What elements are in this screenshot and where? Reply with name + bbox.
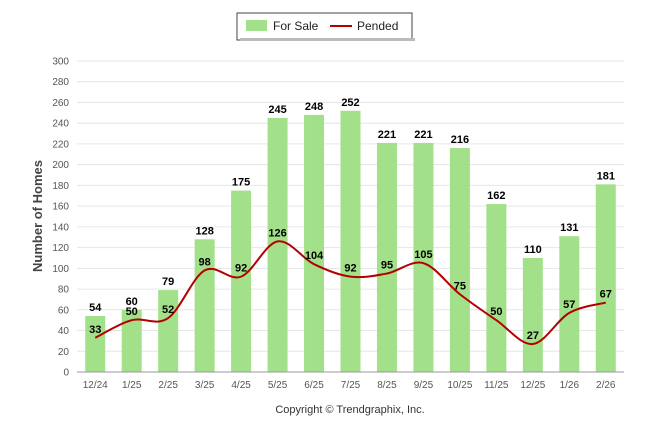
- pended-line: [94, 240, 607, 346]
- y-tick-label: 40: [58, 326, 70, 337]
- y-tick-labels: 0 20 40 60 80 100 120 140 160 180 200 220 240 260 280 3…: [52, 57, 69, 379]
- legend-shadow: [240, 38, 415, 41]
- for-sale-bar-value: 110: [524, 244, 542, 256]
- pended-line-labels: 33 50 52 98 92 126 104 92 95 105 75 50 27 57 67: [89, 227, 612, 342]
- pended-point-value: 67: [600, 289, 612, 301]
- pended-point-value: 27: [527, 330, 539, 342]
- for-sale-bar-value: 128: [195, 225, 213, 237]
- for-sale-bar: [559, 236, 580, 372]
- y-tick-label: 0: [63, 368, 69, 379]
- for-sale-bar: [413, 142, 434, 372]
- for-sale-bar-value: 162: [487, 190, 505, 202]
- x-tick-label: 10/25: [447, 380, 472, 391]
- pended-point-value: 33: [89, 324, 101, 336]
- y-tick-label: 60: [58, 305, 70, 316]
- copyright-text: Copyright © Trendgraphix, Inc.: [275, 404, 424, 416]
- pended-point-value: 50: [490, 306, 502, 318]
- for-sale-bar: [85, 316, 106, 372]
- for-sale-bar: [231, 190, 252, 372]
- for-sale-bar: [449, 148, 470, 372]
- y-axis-title: Number of Homes: [30, 160, 45, 272]
- legend-for-sale-swatch: [246, 20, 267, 31]
- pended-point-value: 98: [199, 256, 211, 268]
- pended-point-value: 57: [563, 299, 575, 311]
- pended-point-value: 92: [344, 263, 356, 275]
- pended-point-value: 92: [235, 263, 247, 275]
- y-tick-label: 160: [52, 202, 69, 213]
- x-tick-label: 6/25: [304, 380, 324, 391]
- y-tick-label: 280: [52, 77, 69, 88]
- for-sale-bar-value: 221: [414, 129, 432, 141]
- for-sale-bar: [194, 239, 215, 372]
- y-tick-label: 200: [52, 160, 69, 171]
- for-sale-bars: [85, 110, 616, 373]
- for-sale-bar-labels: 54 60 79 128 175 245 248 252 221 221 216 162 110 131 1…: [89, 97, 615, 314]
- y-tick-label: 20: [58, 347, 70, 358]
- legend: For Sale Pended: [236, 12, 415, 41]
- for-sale-bar: [376, 142, 397, 372]
- pended-point-value: 52: [162, 304, 174, 316]
- y-tick-label: 120: [52, 243, 69, 254]
- for-sale-bar: [158, 290, 179, 372]
- x-tick-label: 9/25: [414, 380, 434, 391]
- for-sale-bar-value: 54: [89, 302, 102, 314]
- y-tick-label: 180: [52, 181, 69, 192]
- pended-point-value: 95: [381, 260, 393, 272]
- for-sale-bar-value: 181: [597, 170, 615, 182]
- x-tick-label: 12/24: [83, 380, 108, 391]
- for-sale-bar: [595, 184, 616, 372]
- for-sale-bar-value: 175: [232, 177, 250, 189]
- x-tick-label: 5/25: [268, 380, 288, 391]
- x-tick-labels: 12/24 1/25 2/25 3/25 4/25 5/25 6/25 7/25 8/25 9/2…: [83, 380, 616, 391]
- y-tick-label: 240: [52, 119, 69, 130]
- for-sale-bar: [304, 114, 325, 372]
- for-sale-bar: [340, 110, 361, 372]
- for-sale-bar: [486, 204, 507, 372]
- x-tick-label: 1/25: [122, 380, 142, 391]
- for-sale-bar-value: 216: [451, 134, 469, 146]
- for-sale-bar-value: 221: [378, 129, 396, 141]
- x-tick-label: 4/25: [231, 380, 251, 391]
- pended-point-value: 104: [305, 250, 324, 262]
- y-tick-label: 140: [52, 222, 69, 233]
- x-tick-label: 7/25: [341, 380, 361, 391]
- x-tick-label: 11/25: [484, 380, 509, 391]
- x-tick-label: 2/25: [158, 380, 178, 391]
- y-tick-label: 220: [52, 139, 69, 150]
- for-sale-bar-value: 248: [305, 101, 323, 113]
- for-sale-bar-value: 131: [560, 222, 578, 234]
- for-sale-bar-value: 79: [162, 276, 174, 288]
- for-sale-bar-value: 60: [126, 296, 138, 308]
- legend-pended-label: Pended: [357, 19, 398, 33]
- y-tick-label: 260: [52, 98, 69, 109]
- for-sale-bar: [522, 257, 543, 372]
- x-tick-label: 8/25: [377, 380, 397, 391]
- x-tick-label: 12/25: [520, 380, 545, 391]
- y-tick-label: 80: [58, 285, 70, 296]
- for-sale-bar-value: 252: [341, 97, 359, 109]
- pended-point-value: 50: [126, 306, 138, 318]
- for-sale-bar: [121, 309, 142, 372]
- x-tick-label: 2/26: [596, 380, 616, 391]
- pended-point-value: 126: [268, 227, 286, 239]
- pended-point-value: 105: [414, 249, 432, 261]
- legend-for-sale-label: For Sale: [273, 19, 319, 33]
- x-tick-label: 1/26: [560, 380, 580, 391]
- for-sale-bar-value: 245: [268, 104, 286, 116]
- for-sale-bar: [267, 118, 288, 373]
- y-tick-label: 100: [52, 264, 69, 275]
- x-tick-label: 3/25: [195, 380, 215, 391]
- pended-point-value: 75: [454, 280, 466, 292]
- y-tick-label: 300: [52, 57, 69, 68]
